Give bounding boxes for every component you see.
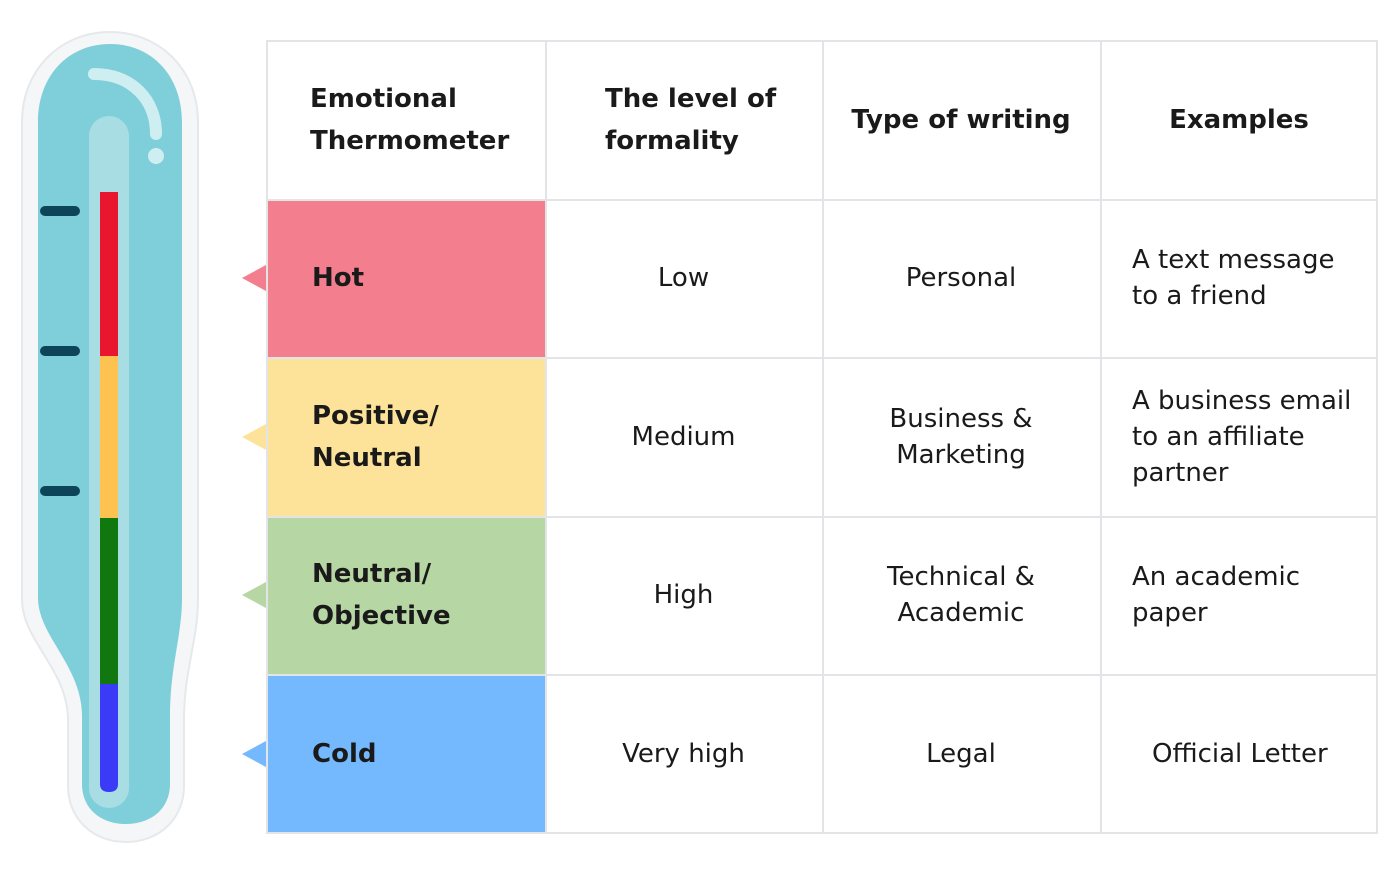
text-line: Academic [897,598,1025,628]
text-line: Business & [889,403,1033,434]
emotion-level-label: Cold [312,733,376,775]
text-line: Cold [312,739,377,769]
text-line: Positive/ [312,400,439,431]
emotion-level-cell: Hot [266,199,545,357]
text-line: Official Letter [1152,739,1328,769]
formality-cell: Medium [545,357,822,516]
text-line: A text message [1132,245,1335,275]
thermometer-tick [40,346,80,356]
emotion-level-cell: Positive/Neutral [266,357,545,516]
emotion-level-cell: Cold [266,674,545,834]
text-line: Objective [312,601,451,631]
text-line: Emotional [310,83,457,114]
text-line: paper [1132,598,1208,628]
example-cell-text: A business email to an affiliate partner [1132,383,1351,491]
thermometer-segment-neutral [100,518,118,684]
formality-cell-text: Very high [622,736,745,772]
text-line: Hot [312,263,365,293]
writing-type-cell: Business & Marketing [822,357,1100,516]
column-header: The level of formality [545,40,822,199]
column-header: Type of writing [822,40,1100,199]
table-divider-vertical [1376,40,1378,834]
example-cell-text: A text message to a friend [1132,242,1334,314]
text-line: Neutral/ [312,559,432,589]
writing-type-cell-text: Business & Marketing [889,401,1032,473]
column-header-text: Examples [1169,99,1309,141]
text-line: A business email [1132,385,1352,416]
text-line: Medium [631,421,736,452]
text-line: Thermometer [310,125,510,156]
table-divider-horizontal [266,40,1378,42]
emotion-level-cell: Neutral/Objective [266,516,545,674]
thermometer-segment-positive [100,356,118,518]
text-line: Very high [622,739,745,769]
example-cell: An academic paper [1100,516,1378,674]
example-cell: Official Letter [1100,674,1378,834]
table-divider-horizontal [266,199,1378,201]
text-line: High [653,580,714,610]
example-cell: A text message to a friend [1100,199,1378,357]
table-divider-vertical [822,40,824,834]
thermometer-segment-cold [100,684,118,792]
text-line: Technical & [887,562,1035,592]
example-cell-text: An academic paper [1132,559,1300,631]
column-header-text: Type of writing [851,99,1070,141]
text-line: Legal [926,739,996,769]
table-divider-horizontal [266,357,1378,359]
text-line: to a friend [1132,281,1267,311]
writing-type-cell: Personal [822,199,1100,357]
thermometer-tick [40,486,80,496]
thermometer-glare-dot [148,148,164,164]
formality-cell-text: High [654,577,714,613]
column-header-text: Emotional Thermometer [310,78,509,162]
table-divider-vertical [1100,40,1102,834]
formality-cell-text: Medium [632,419,736,455]
writing-type-cell: Technical & Academic [822,516,1100,674]
row-pointer [242,741,266,767]
column-header: Examples [1100,40,1378,199]
emotion-level-label: Positive/Neutral [312,395,439,479]
thermometer-table: Emotional Thermometer The level of formalit… [266,40,1378,834]
text-line: An academic [1132,562,1301,592]
text-line: Type of writing [851,104,1071,135]
text-line: Marketing [896,439,1026,470]
column-header: Emotional Thermometer [266,40,545,199]
text-line: partner [1132,457,1229,488]
text-line: formality [605,125,739,156]
thermometer-glare [88,68,162,140]
text-line: to an affiliate [1132,421,1305,452]
table-divider-horizontal [266,674,1378,676]
row-pointer [242,582,266,608]
example-cell-text: Official Letter [1152,736,1328,772]
table-divider-horizontal [266,516,1378,518]
formality-cell: Low [545,199,822,357]
thermometer-graphic [21,30,199,844]
example-cell: A business email to an affiliate partner [1100,357,1378,516]
writing-type-cell: Legal [822,674,1100,834]
table-divider-horizontal [266,832,1378,834]
text-line: Examples [1169,104,1309,135]
text-line: The level of [605,83,777,114]
writing-type-cell-text: Legal [926,736,996,772]
row-pointer [242,265,266,291]
thermometer-segment-hot [100,192,118,356]
formality-cell-text: Low [658,260,709,296]
table-divider-vertical [266,40,268,834]
emotion-level-label: Neutral/Objective [312,553,451,637]
text-line: Low [657,263,710,293]
text-line: Neutral [312,442,422,473]
row-pointer [242,423,266,450]
writing-type-cell-text: Technical & Academic [887,559,1035,631]
formality-cell: High [545,516,822,674]
table-divider-vertical [545,40,547,834]
writing-type-cell-text: Personal [906,260,1017,296]
column-header-text: The level of formality [605,78,776,162]
text-line: Personal [905,263,1017,293]
formality-cell: Very high [545,674,822,834]
emotion-level-label: Hot [312,257,364,299]
thermometer-tick [40,206,80,216]
